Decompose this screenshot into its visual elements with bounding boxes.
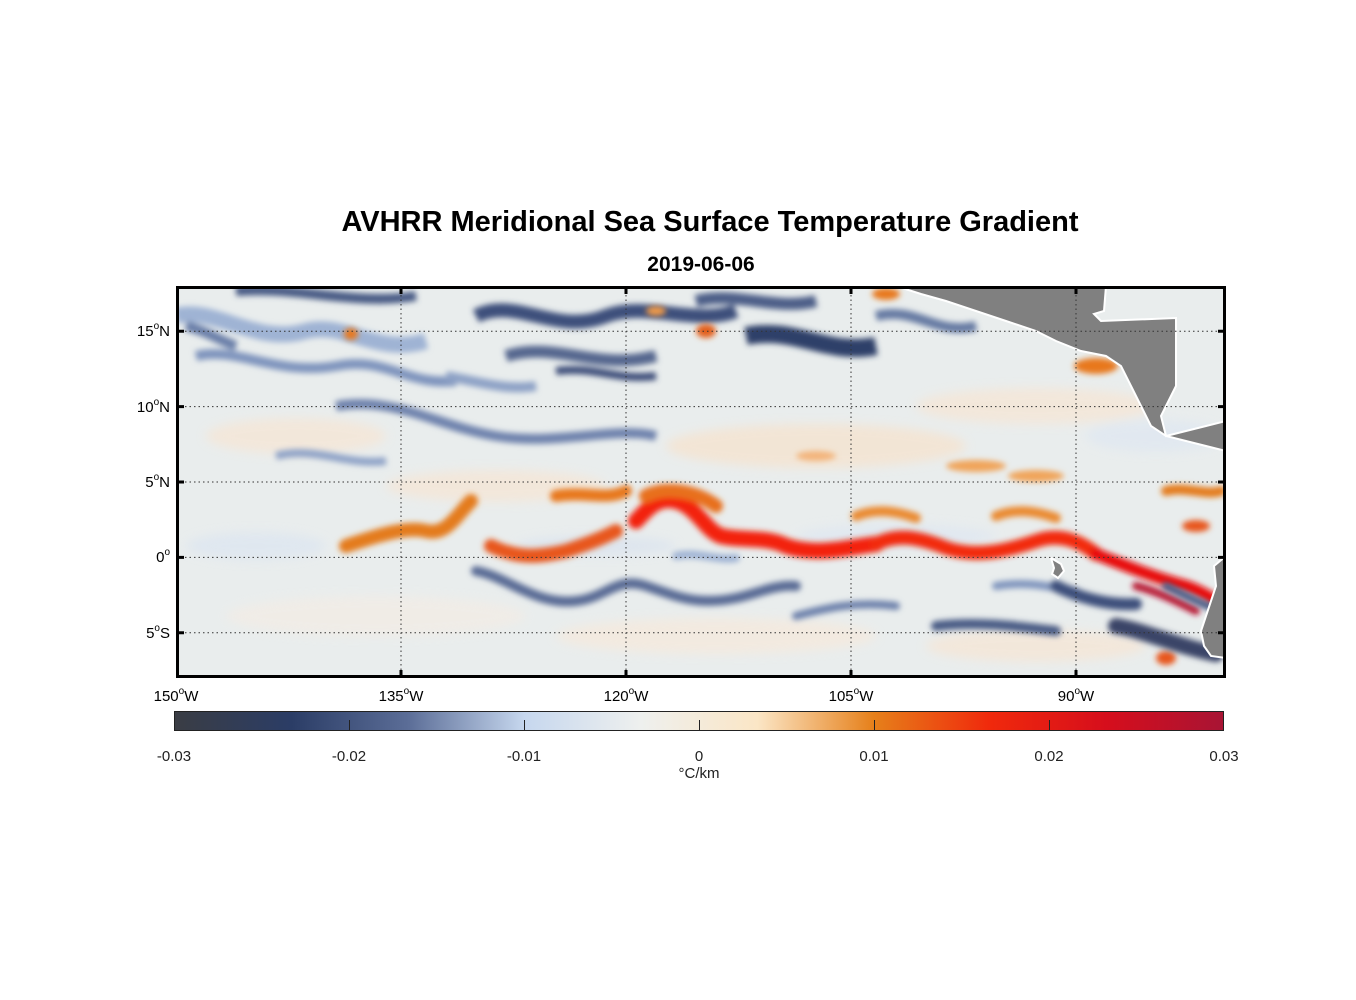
colorbar-tick-label: -0.01 [506,748,542,765]
lon-label: 90oW [1057,686,1095,705]
colorbar-tick-mark [1049,720,1050,730]
map-panel[interactable] [176,286,1226,678]
lon-label: 120oW [603,686,649,705]
lon-label: 105oW [828,686,874,705]
lat-label: 10oN [136,396,170,416]
colorbar-tick-mark [874,720,875,730]
lat-label: 5oN [145,472,170,491]
lat-label: 15oN [136,321,170,341]
chart-subtitle-date: 2019-06-06 [647,253,755,276]
lat-label: 5oS [146,622,170,642]
southern-cool-band [471,550,1225,662]
colorbar-tick-label: -0.03 [156,748,192,765]
colorbar-tick-label: 0.01 [859,748,889,765]
central-america-land [895,286,1226,453]
colorbar-unit-label: °C/km [678,765,720,782]
colorbar-tick-label: 0.03 [1209,748,1239,765]
lon-label: 135oW [378,686,424,705]
colorbar-tick-mark [349,720,350,730]
northern-warm-spots [344,288,1118,482]
colorbar-tick-label: -0.02 [331,748,367,765]
frame-ticks [176,286,1226,678]
galapagos-islands [1049,555,1066,580]
lat-label: 0o [156,547,170,567]
chart-title: AVHRR Meridional Sea Surface Temperature… [341,206,1079,238]
sst-gradient-map[interactable] [176,286,1226,678]
colorbar-tick-label: 0 [694,748,704,765]
colorbar-tick-mark [699,720,700,730]
lon-label: 150oW [153,686,199,705]
colorbar-tick-mark [524,720,525,730]
equatorial-warm-front [339,483,1226,665]
colorbar-tick-label: 0.02 [1034,748,1064,765]
northern-cool-bands [176,286,978,466]
